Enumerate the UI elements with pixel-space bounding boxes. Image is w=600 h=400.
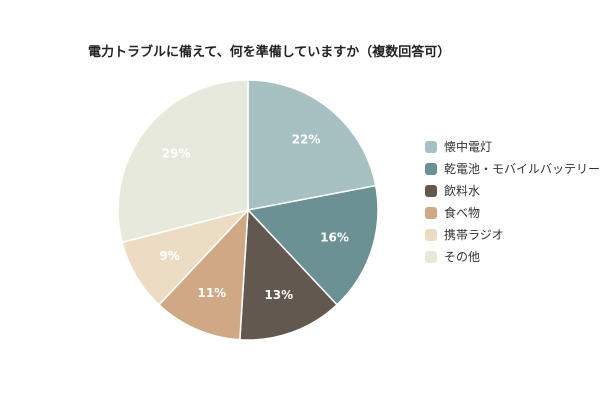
legend-swatch (425, 141, 437, 153)
pie-slice (239, 208, 339, 341)
legend-swatch (425, 163, 437, 175)
legend-item: 懐中電灯 (425, 139, 600, 155)
legend-item: 乾電池・モバイルバッテリー (425, 161, 600, 177)
pie-slice (247, 79, 377, 211)
legend-label: 食べ物 (444, 206, 481, 220)
legend-swatch (425, 251, 437, 263)
legend-swatch (425, 229, 437, 241)
chart-title: 電力トラブルに備えて、何を準備していますか（複数回答可） (88, 45, 451, 60)
pie-slice (117, 79, 249, 244)
slice-value-label: 11% (197, 286, 226, 300)
legend-swatch (425, 185, 437, 197)
slice-value-label: 29% (162, 147, 191, 161)
slice-value-label: 13% (264, 288, 293, 302)
legend: 懐中電灯乾電池・モバイルバッテリー 飲料水食べ物携帯ラジオその他 (425, 139, 600, 271)
legend-label: その他 (444, 250, 481, 264)
pie-slice (246, 184, 379, 306)
slice-value-label: 16% (320, 231, 349, 245)
legend-item: 食べ物 (425, 205, 600, 221)
legend-label: 懐中電灯 (444, 140, 493, 154)
legend-label: 携帯ラジオ (444, 228, 504, 242)
slice-value-label: 9% (159, 249, 179, 263)
slice-value-label: 22% (292, 132, 321, 146)
legend-item: その他 (425, 249, 600, 265)
legend-label: 乾電池・モバイルバッテリー (444, 162, 600, 176)
legend-label: 飲料水 (444, 184, 481, 198)
pie-slice (157, 207, 249, 341)
legend-item: 飲料水 (425, 183, 600, 199)
legend-swatch (425, 207, 437, 219)
legend-item: 携帯ラジオ (425, 227, 600, 243)
